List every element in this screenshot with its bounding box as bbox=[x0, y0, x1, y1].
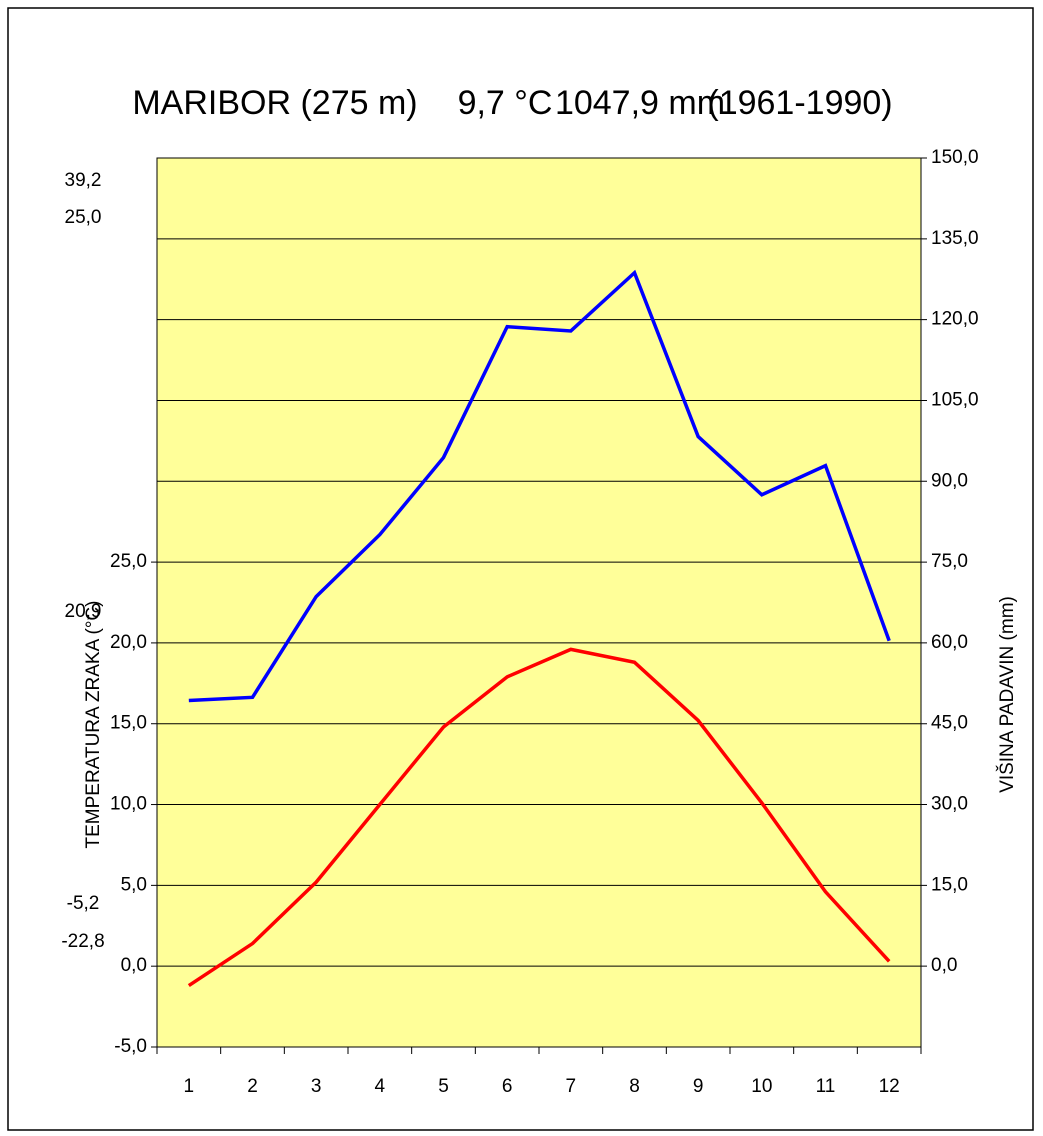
y-tick-label: 10,0 bbox=[110, 794, 147, 815]
x-tick-label: 7 bbox=[566, 1076, 577, 1097]
y2-tick-label: 0,0 bbox=[931, 955, 957, 976]
y2-tick-label: 120,0 bbox=[931, 309, 979, 330]
y2-axis-label: VIŠINA PADAVIN (mm) bbox=[996, 596, 1018, 793]
x-tick-label: 8 bbox=[629, 1076, 640, 1097]
x-tick-label: 5 bbox=[438, 1076, 449, 1097]
y-tick-label: 0,0 bbox=[121, 955, 147, 976]
y2-tick-label: 135,0 bbox=[931, 228, 979, 249]
annotation: 20,9 bbox=[65, 601, 102, 622]
y2-tick-label: 60,0 bbox=[931, 632, 968, 653]
annotation: 39,2 bbox=[65, 170, 102, 191]
y2-tick-label: 90,0 bbox=[931, 470, 968, 491]
x-tick-label: 12 bbox=[879, 1076, 900, 1097]
x-tick-label: 2 bbox=[247, 1076, 258, 1097]
x-tick-label: 1 bbox=[184, 1076, 195, 1097]
y2-tick-label: 45,0 bbox=[931, 713, 968, 734]
chart-title: 1047,9 mm bbox=[555, 84, 725, 122]
x-tick-label: 6 bbox=[502, 1076, 513, 1097]
x-tick-label: 4 bbox=[375, 1076, 386, 1097]
x-tick-label: 11 bbox=[816, 1076, 836, 1097]
y-tick-label: 5,0 bbox=[121, 874, 147, 895]
y2-tick-label: 105,0 bbox=[931, 389, 979, 410]
y-tick-label: 15,0 bbox=[110, 713, 147, 734]
y-axis-label: TEMPERATURA ZRAKA (°C) bbox=[83, 601, 104, 849]
x-tick-label: 3 bbox=[311, 1076, 322, 1097]
x-tick-label: 10 bbox=[751, 1076, 772, 1097]
y-tick-label: -5,0 bbox=[114, 1036, 147, 1057]
data-line bbox=[188, 269, 891, 703]
annotation: -5,2 bbox=[67, 893, 100, 914]
y2-tick-label: 30,0 bbox=[931, 794, 968, 815]
x-tick-label: 9 bbox=[693, 1076, 704, 1097]
chart-title: 9,7 °C bbox=[458, 84, 553, 122]
y2-tick-label: 15,0 bbox=[931, 874, 968, 895]
y2-tick-label: 150,0 bbox=[931, 147, 979, 168]
data-line bbox=[187, 647, 891, 988]
chart-title: (1961-1990) bbox=[707, 84, 892, 122]
plot-area bbox=[156, 157, 922, 1048]
y-tick-label: 25,0 bbox=[110, 551, 147, 572]
y2-tick-label: 75,0 bbox=[931, 551, 968, 572]
annotation: -22,8 bbox=[61, 931, 104, 952]
chart-title: MARIBOR (275 m) bbox=[132, 84, 417, 122]
annotation: 25,0 bbox=[65, 207, 102, 228]
y-tick-label: 20,0 bbox=[110, 632, 147, 653]
